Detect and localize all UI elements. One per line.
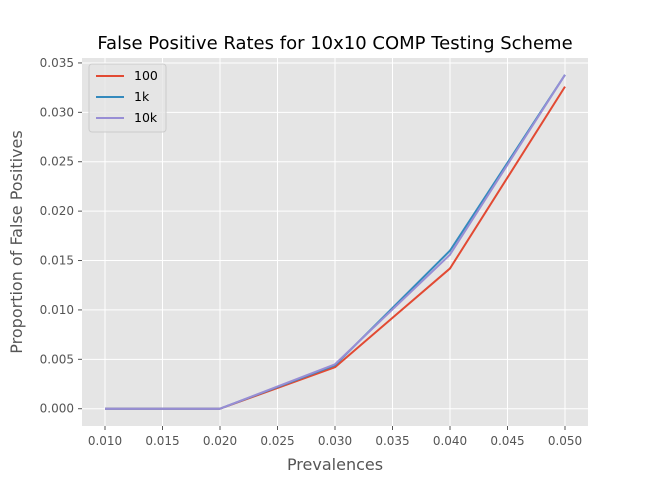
y-tick-label: 0.025 bbox=[40, 155, 74, 169]
y-axis-ticks: 0.000 0.005 0.010 0.015 0.020 0.025 0.030 0.035 bbox=[40, 56, 82, 416]
y-tick-label: 0.030 bbox=[40, 105, 74, 119]
y-tick-label: 0.010 bbox=[40, 303, 74, 317]
x-tick-label: 0.030 bbox=[318, 434, 352, 448]
y-tick-label: 0.015 bbox=[40, 254, 74, 268]
legend-label-100: 100 bbox=[134, 68, 158, 83]
x-axis-ticks: 0.010 0.015 0.020 0.025 0.030 0.035 0.040 0.045… bbox=[88, 426, 582, 448]
series-line-10k bbox=[105, 74, 566, 410]
legend-box bbox=[88, 63, 167, 133]
x-tick-label: 0.040 bbox=[433, 434, 467, 448]
x-tick-label: 0.020 bbox=[203, 434, 237, 448]
y-tick-label: 0.020 bbox=[40, 204, 74, 218]
y-tick-label: 0.000 bbox=[40, 402, 74, 416]
legend-label-10k: 10k bbox=[134, 110, 158, 125]
series-lines bbox=[105, 74, 566, 410]
x-axis-title: Prevalences bbox=[287, 455, 383, 474]
y-tick-label: 0.035 bbox=[40, 56, 74, 70]
legend: 100 1k 10k bbox=[88, 63, 167, 133]
y-axis-title: Proportion of False Positives bbox=[7, 130, 26, 353]
gridlines bbox=[82, 58, 588, 426]
legend-label-1k: 1k bbox=[134, 89, 150, 104]
x-tick-label: 0.015 bbox=[145, 434, 179, 448]
chart-title: False Positive Rates for 10x10 COMP Test… bbox=[97, 33, 572, 54]
y-tick-label: 0.005 bbox=[40, 352, 74, 366]
x-tick-label: 0.050 bbox=[548, 434, 582, 448]
x-tick-label: 0.035 bbox=[375, 434, 409, 448]
x-tick-label: 0.025 bbox=[260, 434, 294, 448]
x-tick-label: 0.045 bbox=[490, 434, 524, 448]
x-tick-label: 0.010 bbox=[88, 434, 122, 448]
